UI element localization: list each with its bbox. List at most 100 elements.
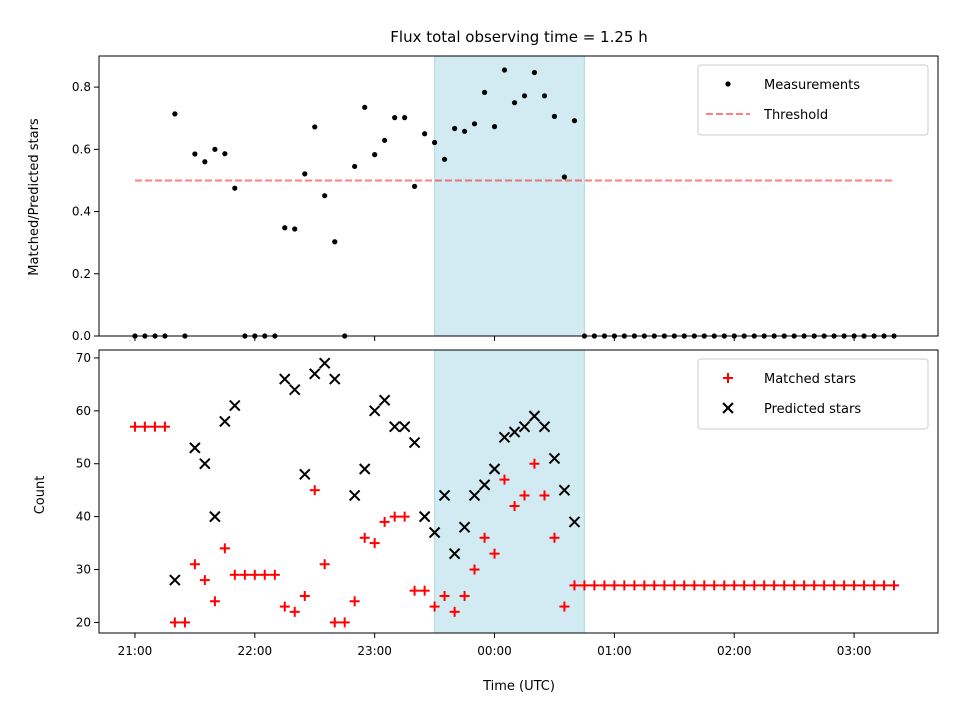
data-point: [302, 171, 308, 177]
data-point: [402, 115, 408, 121]
y-tick-label: 50: [76, 457, 91, 471]
data-point: [169, 574, 181, 586]
count-x-ticks: 21:00 22:00 23:00 00:00 01:00 02:00 03:00: [118, 633, 871, 658]
data-point: [809, 580, 820, 591]
data-point: [839, 580, 850, 591]
data-point: [149, 421, 160, 432]
data-point: [428, 526, 441, 539]
y-tick-label: 0.2: [72, 267, 91, 281]
data-point: [322, 193, 328, 199]
data-point: [779, 580, 790, 591]
data-point: [458, 521, 471, 533]
ratio-y-ticks: 0.0 0.2 0.4 0.6 0.8: [72, 80, 99, 343]
y-tick-label: 0.8: [72, 80, 91, 94]
data-point: [529, 458, 540, 469]
data-point: [468, 489, 481, 502]
x-marker-b: [348, 489, 361, 502]
data-point: [169, 617, 180, 628]
data-point: [362, 104, 368, 110]
x-marker-b: [169, 574, 181, 586]
data-point: [559, 601, 570, 612]
count-series: [129, 357, 900, 628]
chart-title: Flux total observing time = 1.25 h: [390, 28, 647, 46]
data-point: [558, 484, 571, 496]
x-marker-b: [359, 463, 371, 475]
x-marker-b: [299, 468, 311, 481]
data-point: [869, 580, 880, 591]
y-tick-label: 40: [76, 510, 91, 524]
x-marker-b: [548, 452, 561, 465]
data-point: [299, 590, 310, 601]
data-point: [192, 151, 198, 157]
x-marker-b: [219, 415, 231, 428]
data-point: [359, 532, 370, 543]
data-point: [599, 580, 610, 591]
observing-window-span: [434, 349, 585, 634]
x-tick-label: 01:00: [597, 644, 632, 658]
data-point: [332, 239, 338, 245]
data-point: [429, 601, 440, 612]
data-point: [292, 226, 298, 232]
data-point: [521, 93, 528, 99]
data-point: [441, 156, 448, 162]
data-point: [619, 580, 630, 591]
data-point: [759, 580, 770, 591]
data-point: [449, 606, 460, 617]
data-point: [279, 373, 291, 385]
data-point: [309, 485, 320, 496]
count-legend: Matched stars Predicted stars: [697, 358, 929, 430]
x-tick-label: 21:00: [118, 644, 153, 658]
data-point: [571, 118, 578, 124]
series-matched-stars: [129, 421, 900, 628]
highlight-span-rect: [434, 349, 585, 634]
x-marker-b: [468, 489, 481, 502]
legend-entry-label: Matched stars: [764, 372, 856, 387]
data-point: [769, 580, 780, 591]
data-point: [219, 415, 231, 428]
data-point: [649, 580, 660, 591]
data-point: [202, 159, 208, 165]
data-point: [179, 617, 190, 628]
data-point: [432, 139, 438, 146]
data-point: [222, 151, 228, 157]
data-point: [409, 585, 420, 596]
x-marker-b: [508, 426, 521, 438]
data-point: [699, 580, 710, 591]
legend-entry-label: Threshold: [763, 108, 828, 123]
data-point: [372, 152, 378, 158]
x-tick-label: 23:00: [357, 644, 392, 658]
x-marker-b: [558, 484, 571, 496]
data-point: [388, 420, 401, 433]
data-point: [289, 606, 300, 617]
x-marker-b: [378, 394, 391, 406]
data-point: [411, 183, 418, 189]
data-point: [209, 510, 221, 523]
data-point: [889, 580, 900, 591]
x-tick-label: 02:00: [717, 644, 752, 658]
data-point: [489, 548, 500, 559]
data-point: [461, 128, 468, 134]
data-point: [829, 580, 840, 591]
data-point: [849, 580, 860, 591]
data-point: [629, 580, 640, 591]
data-point: [329, 617, 340, 628]
data-point: [199, 575, 210, 586]
count-axes-frame: [98, 349, 939, 634]
data-point: [199, 458, 211, 470]
data-point: [129, 421, 140, 432]
data-point: [519, 490, 530, 501]
data-point: [189, 559, 200, 570]
x-marker-b: [538, 420, 551, 433]
data-point: [249, 569, 260, 580]
x-marker-b: [289, 383, 301, 396]
x-marker-b: [318, 357, 331, 369]
data-point: [478, 479, 491, 491]
data-point: [509, 501, 520, 512]
count-y-axis-label: Count: [33, 476, 48, 515]
y-tick-label: 30: [76, 563, 91, 577]
x-marker-b: [498, 431, 511, 443]
y-tick-label: 0.6: [72, 142, 91, 156]
data-point: [491, 124, 498, 130]
data-point: [418, 510, 431, 523]
data-point: [159, 421, 170, 432]
